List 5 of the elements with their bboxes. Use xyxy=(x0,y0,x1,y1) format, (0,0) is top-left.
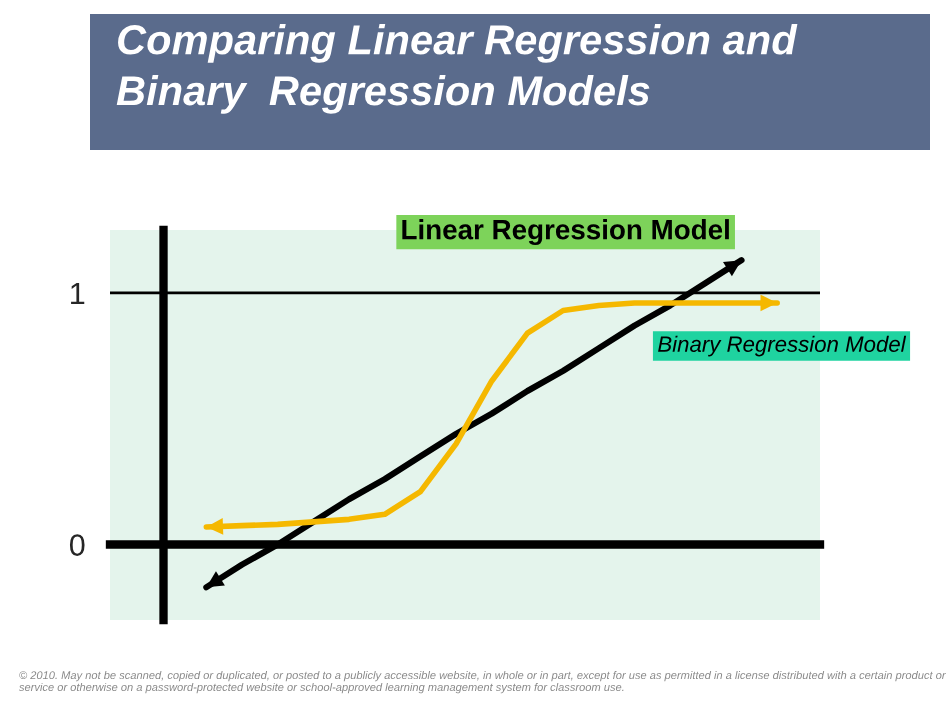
y-tick-label: 0 xyxy=(69,534,85,556)
y-tick-label: 1 xyxy=(71,282,85,304)
chart-title: Comparing Linear Regression and Binary Regression Models xyxy=(116,24,798,114)
series-label: Linear Regression Model xyxy=(402,219,729,246)
legend-label: Binary Regression Model xyxy=(658,335,907,357)
